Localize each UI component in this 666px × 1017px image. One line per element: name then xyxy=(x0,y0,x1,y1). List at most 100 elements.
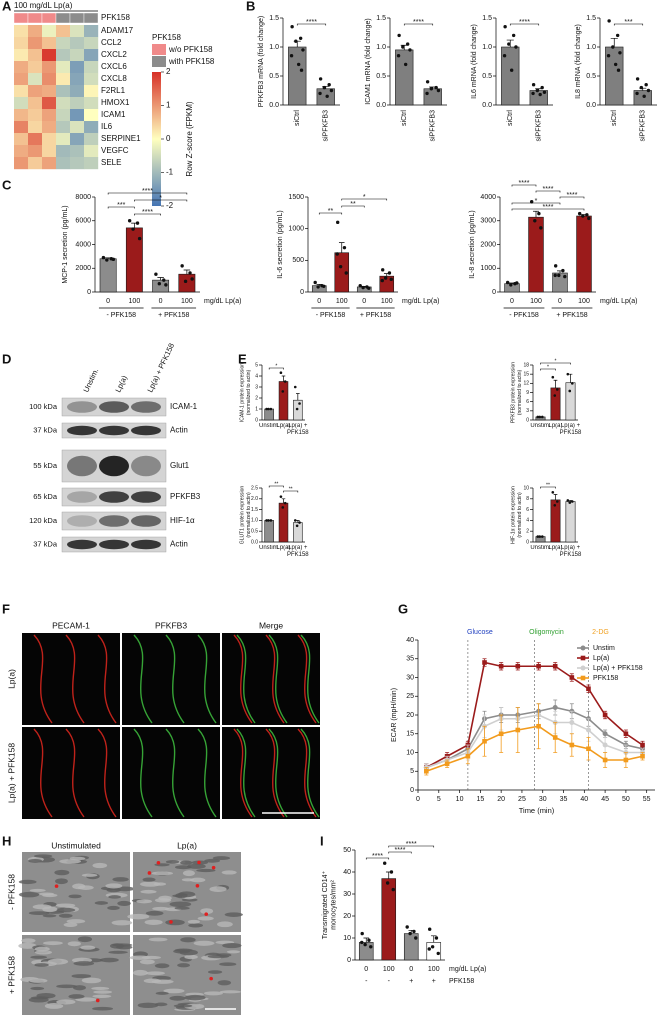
data-point xyxy=(298,521,301,524)
data-point xyxy=(531,83,536,87)
group-label: - PFK158 xyxy=(509,312,539,319)
heatmap-cell xyxy=(84,49,99,62)
data-point xyxy=(551,491,555,494)
annotation-cell xyxy=(69,12,85,24)
blot-band xyxy=(67,515,97,527)
significance-label: ** xyxy=(546,482,550,488)
heatmap-cell xyxy=(28,85,43,98)
heatmap-cell xyxy=(14,109,29,122)
x-tick-label: 0 xyxy=(510,298,514,305)
row-label: SELE xyxy=(101,158,121,167)
heatmap-cell xyxy=(14,145,29,158)
significance-bracket xyxy=(511,208,585,211)
cell xyxy=(169,901,192,908)
y-tick-label: 5 xyxy=(255,362,258,368)
cell xyxy=(42,906,58,913)
data-point xyxy=(327,83,331,87)
x-tick-label: siCtrl xyxy=(401,110,408,126)
row-label: HMOX1 xyxy=(101,98,130,107)
data-point xyxy=(318,91,322,96)
significance-label: * xyxy=(159,195,162,202)
data-point xyxy=(290,25,294,29)
blot-band xyxy=(67,401,97,413)
x-tick-label-box: Lp(a) + PFK158 xyxy=(560,423,582,436)
data-point xyxy=(537,211,541,216)
row-label: + PFK158 xyxy=(6,956,16,994)
data-point xyxy=(536,535,540,538)
data-point xyxy=(295,524,299,528)
heatmap-cell xyxy=(56,145,71,158)
cell xyxy=(29,888,46,892)
vessel-stain xyxy=(133,728,153,818)
data-point xyxy=(281,390,285,393)
annotation-cell xyxy=(83,12,99,24)
cell xyxy=(209,886,227,892)
significance-label: **** xyxy=(142,209,153,216)
error-bar xyxy=(430,935,437,943)
cell xyxy=(72,883,86,890)
bar xyxy=(426,942,442,961)
y-axis-label: IL8 mRNA (fold change) xyxy=(575,24,582,99)
data-point xyxy=(536,415,540,419)
data-point xyxy=(408,48,412,52)
heatmap-cell xyxy=(70,37,85,50)
significance-label: * xyxy=(547,364,549,370)
data-point xyxy=(380,278,384,283)
y-tick-label: 15 xyxy=(406,731,414,738)
x-tick-label: 0 xyxy=(364,966,368,973)
data-point xyxy=(403,62,408,67)
heatmap-cell xyxy=(70,145,85,158)
heatmap-cell xyxy=(56,73,71,86)
cell xyxy=(81,873,98,877)
legend-marker xyxy=(580,645,586,651)
legend-marker xyxy=(580,655,586,661)
heatmap-cell xyxy=(28,73,43,86)
row-label: CXCL6 xyxy=(101,62,127,71)
y-tick-label: 0.5 xyxy=(482,73,492,80)
significance-label: **** xyxy=(519,180,530,187)
data-point xyxy=(367,938,371,942)
data-point xyxy=(568,501,572,504)
heatmap-cell xyxy=(42,121,57,134)
cell xyxy=(55,878,68,885)
data-point xyxy=(509,68,514,72)
cell xyxy=(182,870,195,877)
x-tick-label: 100 xyxy=(428,966,440,973)
data-point xyxy=(425,80,430,84)
data-point xyxy=(577,211,582,216)
row-label: SERPINE1 xyxy=(101,134,141,143)
cell xyxy=(30,955,48,959)
data-point xyxy=(615,33,620,38)
panel-label: B xyxy=(246,0,255,13)
x-tick-label-box: Lp(a) + PFK158 xyxy=(560,545,582,558)
heatmap-cell xyxy=(70,73,85,86)
blot-band xyxy=(99,491,129,503)
error-bar xyxy=(568,373,573,383)
cell xyxy=(34,950,52,955)
significance-bracket xyxy=(540,368,556,371)
data-point xyxy=(293,519,297,522)
cell xyxy=(81,977,102,984)
significance-bracket xyxy=(613,23,644,26)
y-tick-label: 1.5 xyxy=(482,15,492,22)
marker xyxy=(623,731,629,737)
y-axis-label: IL-8 secretion (pg/mL) xyxy=(469,210,476,278)
significance-bracket xyxy=(559,196,585,199)
data-point xyxy=(635,91,639,96)
x-tick-label: 100 xyxy=(578,298,590,305)
cell xyxy=(91,986,110,991)
protein-label: Actin xyxy=(170,426,188,435)
heatmap-cell xyxy=(56,61,71,74)
protein-label: Actin xyxy=(170,540,188,549)
y-tick-label: 3000 xyxy=(480,218,496,225)
y-tick-label: 0.0 xyxy=(269,102,279,109)
heatmap-cell xyxy=(42,73,57,86)
y-axis-label: Transmigrated CD14⁺ xyxy=(322,870,329,939)
x-tick-label-box: Lp(a) + PFK158 xyxy=(287,423,309,436)
cell xyxy=(44,1003,64,1009)
bar xyxy=(264,520,274,543)
marker xyxy=(515,663,521,669)
data-point xyxy=(322,85,327,90)
vessel-stain xyxy=(133,634,153,724)
micrograph xyxy=(222,727,320,819)
